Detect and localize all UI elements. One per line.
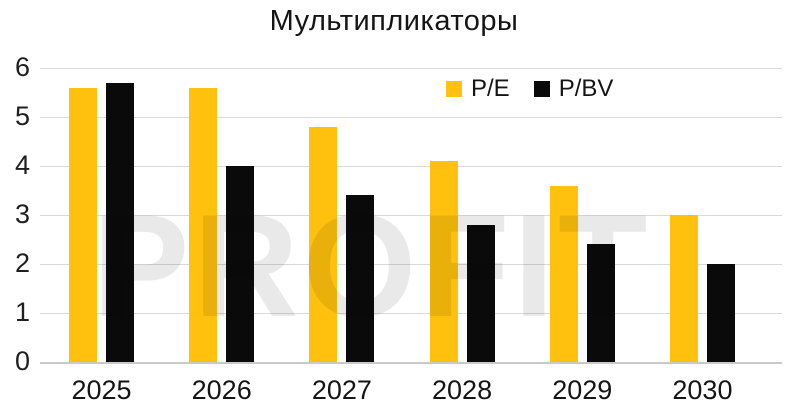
bar-pe-2028 <box>429 161 458 362</box>
gridlines <box>40 68 782 364</box>
bar-group-2030: 2030 <box>669 68 735 405</box>
x-axis-label-2027: 2027 <box>311 375 372 405</box>
x-axis-label-2030: 2030 <box>672 375 733 405</box>
bar-group-2025: 2025 <box>69 68 134 405</box>
gridline-y6 <box>40 68 782 69</box>
bar-pbv-2030 <box>706 264 735 362</box>
gridline-y2 <box>40 264 782 265</box>
legend-label-pbv: P/BV <box>558 75 614 102</box>
bar-group-2028: 2028 <box>429 68 495 405</box>
legend: P/E P/BV <box>446 75 613 103</box>
gridline-y5 <box>40 117 782 118</box>
legend-label-pe: P/E <box>471 75 510 102</box>
x-axis-label-2029: 2029 <box>552 375 613 405</box>
bar-group-2029: 2029 <box>549 68 615 405</box>
x-axis-label-2026: 2026 <box>191 375 252 405</box>
bar-pbv-2027 <box>346 195 375 362</box>
bar-group-2026: 2026 <box>189 68 255 405</box>
legend-item-pbv: P/BV <box>533 75 614 103</box>
y-tick-label-2: 2 <box>14 247 30 278</box>
x-axis-label-2025: 2025 <box>71 375 132 405</box>
y-tick-label-3: 3 <box>14 198 30 229</box>
x-axis-label-2028: 2028 <box>432 375 493 405</box>
y-tick-label-0: 0 <box>14 345 30 376</box>
bar-groups: 2025 2026 2027 2028 2029 2030 <box>40 68 782 405</box>
legend-item-pe: P/E <box>446 75 510 103</box>
bar-group-2027: 2027 <box>309 68 375 405</box>
gridline-y0 <box>40 362 782 364</box>
bar-pbv-2028 <box>466 224 495 362</box>
y-tick-label-6: 6 <box>14 51 30 82</box>
y-axis-tick-labels: 0 1 2 3 4 5 6 <box>0 52 34 376</box>
chart-title: Мультипликаторы <box>269 5 519 37</box>
bar-pe-2027 <box>309 126 338 362</box>
bar-pe-2030 <box>669 215 698 362</box>
bar-pbv-2026 <box>226 166 255 362</box>
bar-pe-2025 <box>69 87 97 362</box>
bar-pbv-2029 <box>586 244 615 362</box>
bar-pe-2029 <box>549 185 578 362</box>
y-tick-label-1: 1 <box>14 296 30 327</box>
y-tick-label-4: 4 <box>14 149 30 180</box>
bar-pe-2026 <box>189 87 218 362</box>
gridline-y3 <box>40 215 782 216</box>
gridline-y4 <box>40 166 782 167</box>
bar-pbv-2025 <box>106 82 134 362</box>
gridline-y1 <box>40 313 782 314</box>
legend-swatch-pe <box>446 81 462 97</box>
y-tick-label-5: 5 <box>14 100 30 131</box>
legend-swatch-pbv <box>533 81 550 97</box>
